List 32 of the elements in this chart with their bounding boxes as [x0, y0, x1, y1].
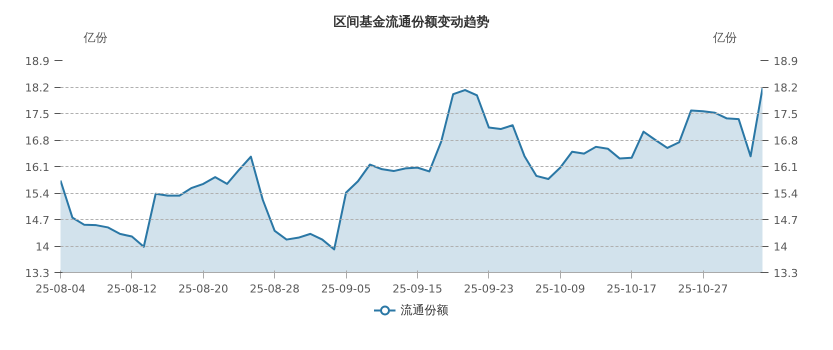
- y-tick-label: 18.2: [25, 82, 50, 94]
- y2-tick-label: 14.7: [774, 214, 798, 227]
- x-tick-label: 25-08-20: [178, 282, 228, 296]
- y2-tick-label: 17.5: [774, 108, 798, 121]
- y-tick-label: 14: [36, 240, 50, 254]
- y-tick-label: 16.8: [25, 134, 50, 148]
- legend-label: 流通份额: [400, 302, 448, 318]
- x-tick-label: 25-08-12: [106, 282, 157, 296]
- y2-tick-label: 14: [774, 240, 788, 254]
- y2-tick-label: 18.9: [774, 55, 798, 68]
- x-tick-label: 25-09-23: [464, 282, 514, 296]
- y-tick-label: 15.4: [25, 188, 50, 200]
- x-tick-label: 25-10-17: [606, 282, 657, 296]
- x-tick-label: 25-10-27: [678, 282, 728, 296]
- y-tick-label: 18.9: [25, 55, 50, 68]
- x-tick-label: 25-10-09: [535, 282, 586, 296]
- y2-tick-label: 13.3: [774, 267, 798, 280]
- y-tick-label: 14.7: [25, 214, 50, 227]
- x-tick-label: 25-08-28: [250, 282, 300, 296]
- y-tick-label: 17.5: [25, 108, 50, 121]
- y2-tick-label: 16.1: [774, 161, 798, 174]
- x-tick-label: 25-09-05: [321, 282, 372, 296]
- y2-tick-label: 16.8: [774, 134, 798, 148]
- y2-axis-title: 亿份: [712, 30, 737, 44]
- chart-title: 区间基金流通份额变动趋势: [334, 14, 490, 30]
- y-tick-label: 16.1: [25, 161, 50, 174]
- y2-tick-label: 15.4: [774, 188, 798, 200]
- y-tick-label: 13.3: [25, 267, 50, 280]
- x-tick-label: 25-08-04: [36, 282, 86, 296]
- y-axis-title: 亿份: [82, 30, 108, 44]
- x-tick-label: 25-09-15: [392, 282, 442, 296]
- y2-tick-label: 18.2: [774, 82, 798, 94]
